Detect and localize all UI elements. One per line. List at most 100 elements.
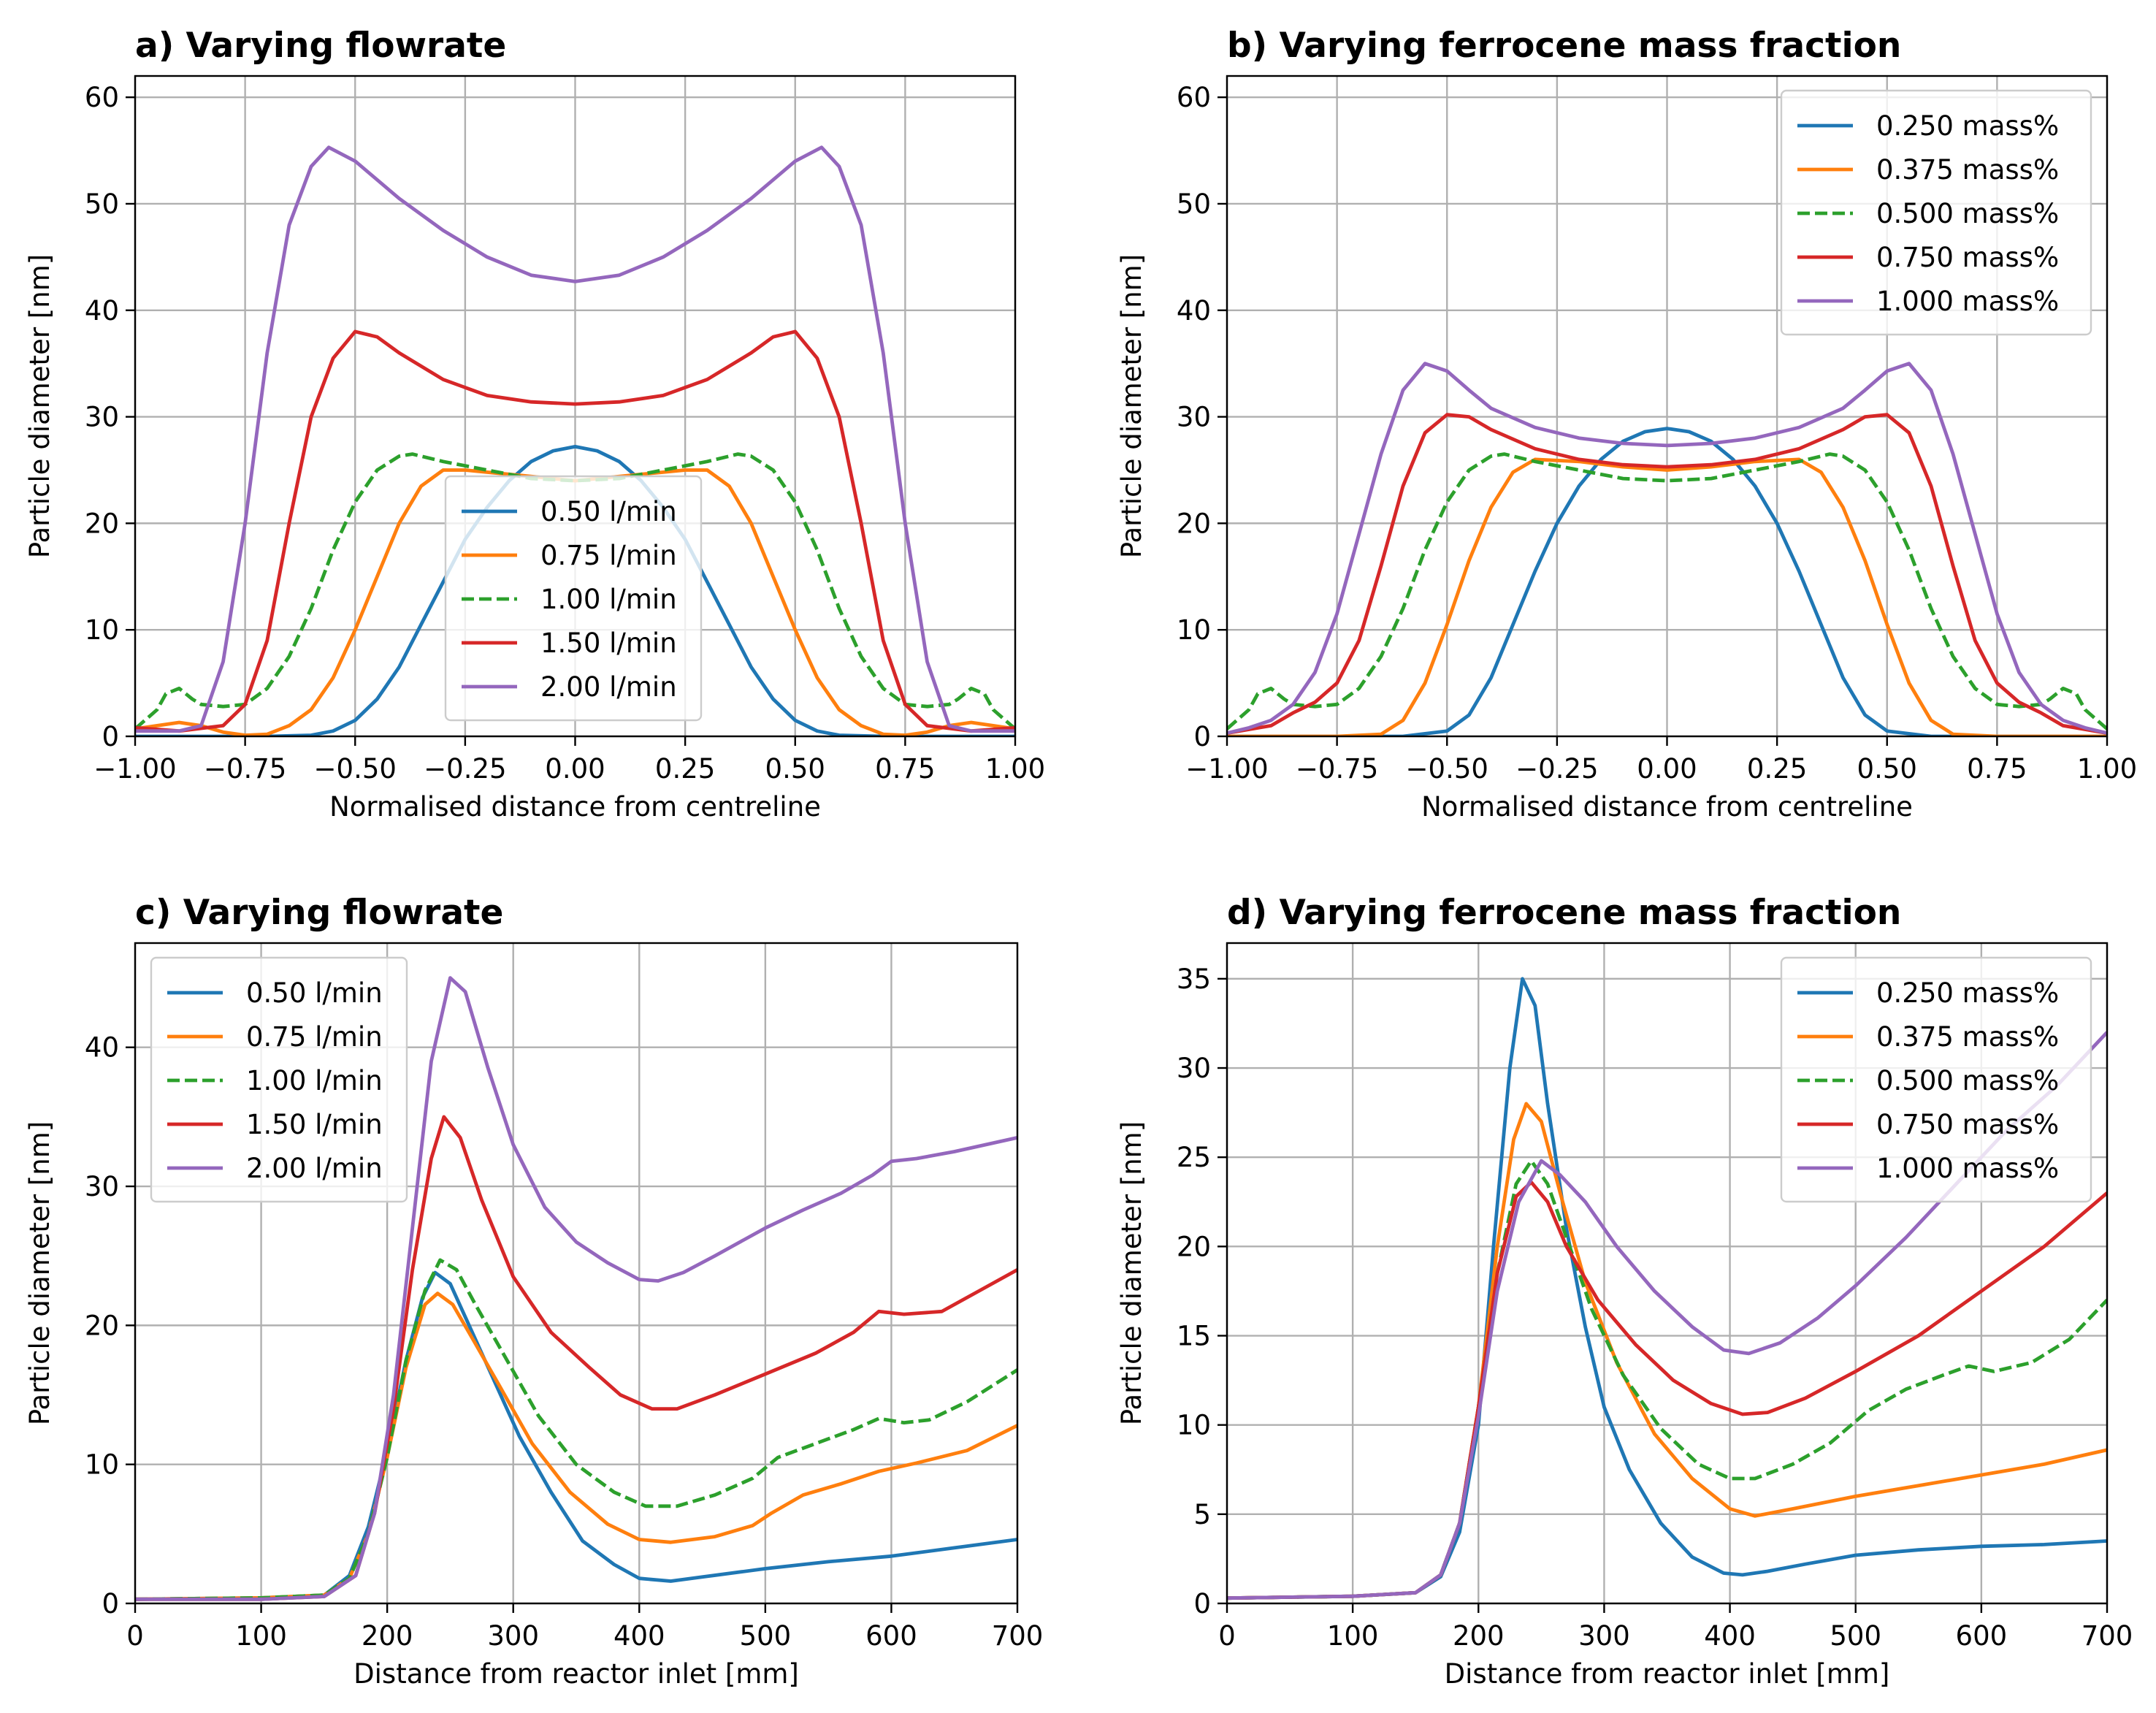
chart-title: b) Varying ferrocene mass fraction <box>1227 26 1901 66</box>
x-tick-label: 0.00 <box>1637 753 1697 785</box>
x-tick-label: −1.00 <box>93 753 176 785</box>
chart-title: a) Varying flowrate <box>135 26 506 66</box>
legend-label: 0.500 mass% <box>1876 198 2059 229</box>
legend-label: 0.75 l/min <box>540 540 677 571</box>
x-axis-label: Normalised distance from centreline <box>329 791 821 823</box>
series-line-2 <box>135 1258 1017 1601</box>
y-tick-label: 0 <box>102 1588 119 1619</box>
x-tick-label: 0.25 <box>655 753 715 785</box>
series-line-4 <box>135 976 1017 1601</box>
legend: 0.50 l/min 0.75 l/min 1.00 l/min 1.50 l/min… <box>444 475 703 722</box>
x-tick-label: −0.75 <box>1296 753 1378 785</box>
legend-label: 1.000 mass% <box>1876 1153 2059 1184</box>
x-tick-label: 100 <box>1327 1620 1379 1652</box>
chart-title: c) Varying flowrate <box>135 893 503 933</box>
x-tick-label: 0 <box>126 1620 144 1652</box>
x-tick-label: −0.25 <box>424 753 506 785</box>
legend: 0.50 l/min 0.75 l/min 1.00 l/min 1.50 l/min… <box>150 956 408 1203</box>
x-tick-label: 0.25 <box>1747 753 1807 785</box>
legend-label: 0.375 mass% <box>1876 154 2059 186</box>
legend-label: 1.00 l/min <box>540 584 677 615</box>
x-tick-label: 700 <box>992 1620 1044 1652</box>
plot-frame <box>1226 942 2109 1605</box>
x-tick-label: 200 <box>362 1620 413 1652</box>
legend-label: 1.50 l/min <box>540 627 677 659</box>
y-tick-label: 20 <box>1177 1231 1211 1262</box>
y-tick-label: 60 <box>85 82 119 113</box>
y-tick-label: 35 <box>1177 964 1211 995</box>
legend-label: 0.750 mass% <box>1876 1109 2059 1140</box>
legend-label: 2.00 l/min <box>246 1153 383 1184</box>
x-tick-label: 300 <box>487 1620 539 1652</box>
y-tick-label: 50 <box>85 188 119 220</box>
legend: 0.250 mass% 0.375 mass% 0.500 mass% 0.750 m… <box>1780 956 2092 1203</box>
x-tick-label: 400 <box>1704 1620 1756 1652</box>
legend-box <box>1780 89 2092 336</box>
y-tick-label: 0 <box>1193 721 1211 752</box>
legend-label: 0.375 mass% <box>1876 1021 2059 1053</box>
legend: 0.250 mass% 0.375 mass% 0.500 mass% 0.750 m… <box>1780 89 2092 336</box>
y-tick-label: 0 <box>1193 1588 1211 1619</box>
legend-box <box>1780 956 2092 1203</box>
y-tick-label: 30 <box>85 402 119 433</box>
y-axis-label: Particle diameter [nm] <box>1116 1121 1147 1425</box>
series-line-4 <box>1227 1031 2107 1601</box>
y-axis-label: Particle diameter [nm] <box>24 254 56 558</box>
y-tick-label: 20 <box>85 1310 119 1341</box>
x-tick-label: −0.50 <box>314 753 397 785</box>
x-tick-label: −0.50 <box>1406 753 1488 785</box>
chart-title: d) Varying ferrocene mass fraction <box>1227 893 1901 933</box>
plot-frame <box>134 942 1019 1605</box>
y-axis-label: Particle diameter [nm] <box>24 1121 56 1425</box>
legend-label: 1.50 l/min <box>246 1109 383 1140</box>
y-tick-label: 40 <box>1177 295 1211 327</box>
x-axis-label: Distance from reactor inlet [mm] <box>1445 1658 1890 1690</box>
x-axis-label: Normalised distance from centreline <box>1421 791 1913 823</box>
y-tick-label: 60 <box>1177 82 1211 113</box>
panel-c: 0 100 200 300 400 500 600 700 0 10 20 30 40 Distance … <box>24 893 1043 1690</box>
x-tick-label: 100 <box>235 1620 287 1652</box>
y-tick-label: 10 <box>1177 1410 1211 1441</box>
legend-label: 0.750 mass% <box>1876 242 2059 273</box>
y-tick-label: 40 <box>85 1032 119 1064</box>
y-tick-label: 20 <box>1177 508 1211 539</box>
series-line-0 <box>135 1270 1017 1601</box>
x-tick-label: 1.00 <box>985 753 1045 785</box>
x-axis-label: Distance from reactor inlet [mm] <box>353 1658 799 1690</box>
panel-a: −1.00 −0.75 −0.50 −0.25 0.00 0.25 0.50 0.75 1.00… <box>24 26 1045 823</box>
y-tick-label: 0 <box>102 721 119 752</box>
x-tick-label: −1.00 <box>1185 753 1268 785</box>
y-tick-label: 30 <box>1177 1053 1211 1084</box>
series-line-1 <box>1227 457 2107 736</box>
legend-box <box>150 956 408 1203</box>
y-tick-label: 10 <box>85 614 119 646</box>
legend-label: 0.75 l/min <box>246 1021 383 1053</box>
x-tick-label: 300 <box>1578 1620 1630 1652</box>
x-tick-label: −0.75 <box>204 753 286 785</box>
legend-label: 0.500 mass% <box>1876 1065 2059 1096</box>
x-tick-label: 0.00 <box>545 753 605 785</box>
series-line-0 <box>1227 427 2107 736</box>
y-tick-label: 30 <box>85 1171 119 1202</box>
x-tick-label: 200 <box>1453 1620 1505 1652</box>
y-tick-label: 10 <box>1177 614 1211 646</box>
legend-label: 0.250 mass% <box>1876 977 2059 1009</box>
series-line-4 <box>1227 362 2107 735</box>
series-line-0 <box>135 445 1015 736</box>
x-tick-label: 0.75 <box>1967 753 2027 785</box>
y-tick-label: 10 <box>85 1449 119 1481</box>
x-tick-label: 500 <box>1830 1620 1881 1652</box>
series-line-3 <box>1227 413 2107 735</box>
series-line-3 <box>135 329 1015 733</box>
series-line-3 <box>1227 1180 2107 1601</box>
x-tick-label: 1.00 <box>2077 753 2137 785</box>
y-tick-label: 40 <box>85 295 119 327</box>
panel-d: 0 100 200 300 400 500 600 700 0 5 10 15 20 25 30 35 Dist… <box>1116 893 2133 1690</box>
x-tick-label: 700 <box>2082 1620 2133 1652</box>
x-tick-label: 500 <box>740 1620 792 1652</box>
panel-b: −1.00 −0.75 −0.50 −0.25 0.00 0.25 0.50 0.75 1.00… <box>1116 26 2137 823</box>
legend-label: 0.50 l/min <box>540 496 677 527</box>
series-line-2 <box>1227 1159 2107 1601</box>
x-tick-label: 0.50 <box>1857 753 1917 785</box>
